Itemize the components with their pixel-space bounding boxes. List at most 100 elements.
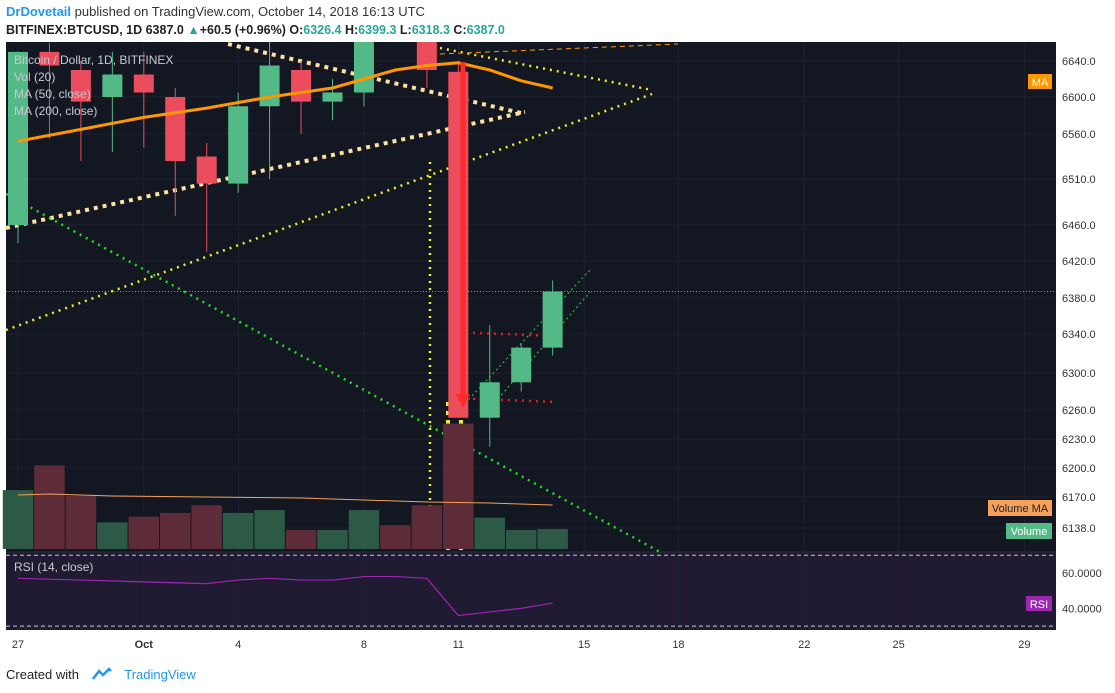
rsi-pane [6, 552, 1056, 630]
volume-bar [317, 530, 348, 549]
price-tick-label: 6138.0 [1062, 523, 1096, 535]
trendline-falling [439, 46, 653, 92]
footer: Created with TradingView [6, 667, 196, 684]
trendline-resistance [227, 42, 526, 116]
price-tick-label: 6340.0 [1062, 329, 1096, 341]
trendline-rising [5, 92, 653, 332]
volume-bar [97, 522, 128, 549]
chart-area[interactable]: 6640.0 6600.0 6560.0 6510.0 6460.0 6420.0 6380… [0, 24, 1115, 657]
publish-line: DrDovetail published on TradingView.com,… [6, 4, 425, 19]
candle-body [196, 156, 217, 184]
price-tick-label: 6200.0 [1062, 463, 1096, 475]
time-tick-label: 25 [892, 639, 904, 651]
channel-lower [484, 291, 591, 415]
candle-body [8, 51, 28, 226]
overlays [17, 61, 553, 408]
volume-bar [380, 525, 411, 549]
volume-bar [34, 465, 65, 549]
price-tick-label: 6600.0 [1062, 92, 1096, 104]
candle-body [39, 51, 60, 66]
price-tick-label: 6640.0 [1062, 56, 1096, 68]
ma-badge: MA [1028, 74, 1052, 89]
volume-badge: Volume [1006, 523, 1052, 539]
time-tick-label: 4 [235, 639, 241, 651]
candle-body [322, 92, 343, 102]
candle-body [259, 65, 280, 107]
price-tick-label: 6420.0 [1062, 256, 1096, 268]
up-arrow-icon: ▲ [187, 23, 200, 37]
rsi-tick-label: 40.0000 [1062, 603, 1102, 615]
candle-body [70, 70, 91, 102]
time-tick-label: 15 [578, 639, 590, 651]
published-text: published on TradingView.com, October 14… [74, 4, 425, 19]
time-tick-label: 27 [12, 639, 24, 651]
candle-body [479, 382, 500, 418]
close-label: C: [453, 23, 467, 37]
trendline-support [5, 110, 526, 230]
tradingview-logo-icon [91, 667, 113, 684]
volume-badge-label: Volume [1011, 526, 1048, 538]
open-label: O: [289, 23, 304, 37]
created-with-text: Created with [6, 667, 79, 682]
candle-body [416, 38, 437, 70]
legend-vol: Vol (20) [14, 70, 55, 84]
candle-body [228, 106, 249, 184]
last-price: 6387.0 [145, 23, 184, 37]
trendline-down-green [5, 192, 661, 554]
price-tick-label: 6300.0 [1062, 368, 1096, 380]
volume-bars [2, 423, 568, 549]
author-link[interactable]: DrDovetail [6, 4, 72, 19]
rsi-badge-label: RSI [1030, 599, 1048, 611]
candle-body [353, 38, 374, 93]
volume-bar [2, 490, 34, 549]
volume-bar [254, 510, 285, 549]
low-value: 6318.3 [411, 23, 450, 37]
price-tick-label: 6380.0 [1062, 293, 1096, 305]
price-tick-label: 6460.0 [1062, 220, 1096, 232]
price-tick-label: 6560.0 [1062, 129, 1096, 141]
volume-ma-badge: Volume MA [988, 500, 1052, 516]
red-arrow-head [456, 394, 470, 408]
candle-body [102, 74, 123, 97]
time-tick-label: Oct [135, 639, 154, 651]
volume-ma-line [17, 493, 553, 506]
candle-body [542, 291, 563, 348]
legend-title: Bitcoin / Dollar, 1D, BITFINEX [14, 53, 173, 67]
volume-bar [537, 529, 568, 549]
volume-bar [443, 423, 474, 549]
legend-ma50: MA (50, close) [14, 87, 91, 101]
high-value: 6399.3 [358, 23, 397, 37]
rsi-tick-label: 60.0000 [1062, 568, 1102, 580]
price-tick-label: 6510.0 [1062, 174, 1096, 186]
rsi-badge: RSI [1026, 596, 1052, 611]
ma-line [17, 61, 553, 143]
legend-rsi: RSI (14, close) [14, 560, 93, 574]
volume-bar [505, 530, 537, 549]
rsi-indicator [6, 554, 1056, 627]
time-tick-label: 11 [453, 639, 464, 651]
candle-body [291, 70, 312, 102]
ma-badge-label: MA [1032, 77, 1049, 89]
volume-bar [285, 530, 317, 549]
volume-bar [191, 505, 222, 549]
time-tick-label: 22 [798, 639, 810, 651]
change-value: +60.5 (+0.96%) [199, 23, 286, 37]
price-chart[interactable]: 6640.0 6600.0 6560.0 6510.0 6460.0 6420.0 6380… [0, 24, 1115, 657]
close-value: 6387.0 [466, 23, 505, 37]
high-label: H: [344, 23, 359, 37]
time-tick-label: 18 [672, 639, 684, 651]
price-axis[interactable]: 6640.0 6600.0 6560.0 6510.0 6460.0 6420.0 6380… [1062, 56, 1102, 615]
time-tick-label: 8 [361, 639, 367, 651]
volume-ma-badge-label: Volume MA [992, 503, 1049, 515]
candle-body [165, 97, 186, 161]
tradingview-link[interactable]: TradingView [124, 667, 196, 682]
volume-bar [348, 510, 380, 549]
open-value: 6326.4 [303, 23, 342, 37]
volume-bar [474, 517, 505, 549]
chart-header: DrDovetail published on TradingView.com,… [0, 0, 1115, 42]
price-tick-label: 6230.0 [1062, 434, 1096, 446]
time-tick-label: 29 [1018, 639, 1030, 651]
volume-bar [222, 512, 254, 549]
price-tick-label: 6170.0 [1062, 492, 1096, 504]
time-axis[interactable]: 27 Oct 4 8 11 15 18 22 25 29 [12, 639, 1031, 651]
